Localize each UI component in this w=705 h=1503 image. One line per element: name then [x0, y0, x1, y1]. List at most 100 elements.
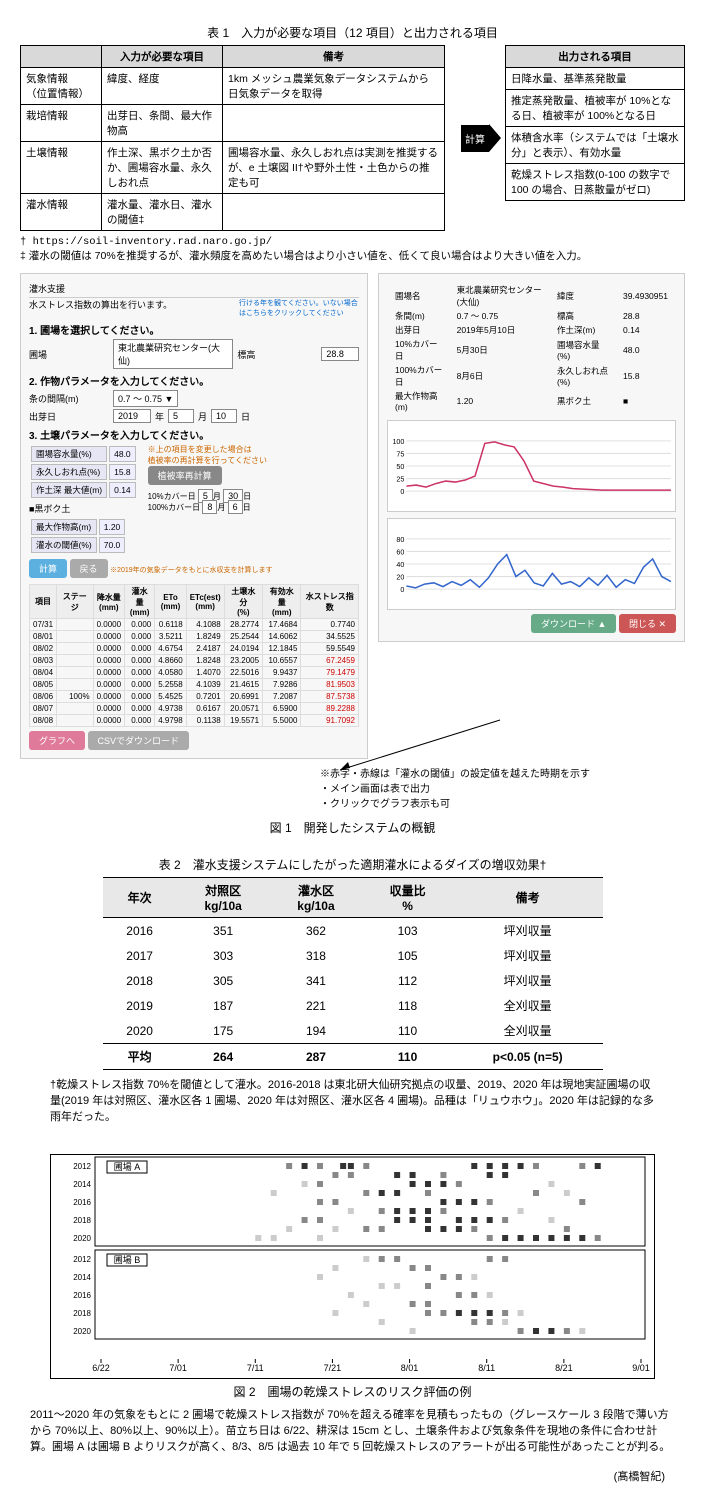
inp-sprout-d[interactable]: 10 — [211, 409, 237, 423]
result-td: 9.9437 — [263, 667, 301, 679]
meta-k: 標高 — [551, 310, 615, 322]
meta-k: 作土深(m) — [551, 324, 615, 336]
table1-left: 入力が必要な項目 備考 気象情報 （位置情報） 緯度、経度 1km メッシュ農業… — [20, 45, 445, 231]
graph-button[interactable]: グラフへ — [29, 731, 85, 750]
inp-fc[interactable]: 48.0 — [109, 446, 136, 462]
svg-text:2014: 2014 — [73, 1180, 91, 1189]
inp-c100m[interactable]: 8 — [202, 500, 217, 514]
inp-field[interactable]: 東北農業研究センター(大仙) — [113, 339, 233, 369]
result-td: 0.000 — [125, 655, 155, 667]
t2-td: 264 — [177, 1044, 270, 1070]
meta-row: 条間(m)0.7 ～ 0.75 標高28.8 — [389, 310, 674, 322]
lbl-wilt: 永久しおれ点(%) — [31, 464, 107, 480]
chk-kuroboku[interactable]: ■黒ボク土 — [29, 502, 138, 515]
result-td: 0.0000 — [93, 679, 124, 691]
result-td: 3.5211 — [155, 631, 186, 643]
svg-text:2012: 2012 — [73, 1162, 91, 1171]
t2-td: 坪刈収量 — [453, 918, 603, 944]
t2-td: 105 — [362, 943, 452, 968]
result-td: 10.6557 — [263, 655, 301, 667]
t2-td: 118 — [362, 993, 452, 1018]
t1-inp: 緯度、経度 — [102, 68, 223, 105]
table-row: 08/040.00000.0004.05801.407022.50169.943… — [30, 667, 359, 679]
intro-text: 水ストレス指数の算出を行います。 — [29, 298, 172, 318]
fig1-left-panel: 灌水支援 水ストレス指数の算出を行います。 行ける年を観てください。いない場合は… — [20, 273, 368, 759]
csv-button[interactable]: CSVでダウンロード — [88, 731, 190, 750]
t2-td: 112 — [362, 968, 452, 993]
t2-td: 全刈収量 — [453, 1018, 603, 1044]
lbl-c10: 10%カバー日 — [148, 492, 196, 501]
meta-row: 圃場名東北農業研究センター(大仙) 緯度39.4930951 — [389, 284, 674, 308]
result-td: 08/07 — [30, 703, 57, 715]
note-link[interactable]: 行ける年を観てください。いない場合はこちらをクリックしてください — [239, 298, 359, 318]
table-row: 07/310.00000.0000.61184.108828.277417.46… — [30, 619, 359, 631]
result-th: 項目 — [30, 585, 57, 619]
close-button[interactable]: 閉じる ✕ — [619, 614, 676, 633]
result-td: 08/02 — [30, 643, 57, 655]
result-td: 7.2087 — [263, 691, 301, 703]
t2-td: 103 — [362, 918, 452, 944]
t1-footnotes: † https://soil-inventory.rad.naro.go.jp/… — [20, 235, 685, 263]
table1-right: 出力される項目 日降水量、基準蒸発散量推定蒸発散量、植被率が 10%となる日、植… — [505, 45, 685, 201]
table1-caption: 表 1 入力が必要な項目（12 項目）と出力される項目 — [20, 24, 685, 41]
footnote-url: † https://soil-inventory.rad.naro.go.jp/ — [20, 236, 272, 248]
table-row: 2018305341112坪刈収量 — [103, 968, 603, 993]
dl-button[interactable]: ダウンロード ▲ — [531, 614, 616, 633]
inp-c100d[interactable]: 6 — [228, 500, 243, 514]
h1: 1. 圃場を選択してください。 — [29, 322, 359, 337]
table2-caption: 表 2 灌水支援システムにしたがった適期灌水によるダイズの増収効果† — [20, 856, 685, 873]
inp-sprout-y[interactable]: 2019 — [113, 409, 151, 423]
inp-depth[interactable]: 0.14 — [109, 482, 136, 498]
result-th: 降水量 (mm) — [93, 585, 124, 619]
meta-v: 5月30日 — [451, 338, 549, 362]
tab-label[interactable]: 灌水支援 — [29, 282, 359, 298]
svg-text:0: 0 — [400, 586, 404, 594]
reset-button[interactable]: 戻る — [70, 559, 108, 578]
t1-inp: 作土深、黒ボク土か否か、圃場容水量、永久しおれ点 — [102, 142, 223, 194]
result-th: 灌水量 (mm) — [125, 585, 155, 619]
result-td — [57, 667, 94, 679]
t2-td: 175 — [177, 1018, 270, 1044]
meta-v: ■ — [617, 390, 674, 412]
meta-v: 28.8 — [617, 310, 674, 322]
inp-sprout-m[interactable]: 5 — [168, 409, 194, 423]
result-td: 79.1479 — [301, 667, 359, 679]
inp-std[interactable]: 28.8 — [321, 347, 359, 361]
t1-h1 — [21, 46, 102, 68]
t2-td: 2016 — [103, 918, 177, 944]
meta-k: 黒ボク土 — [551, 390, 615, 412]
result-td — [57, 679, 94, 691]
meta-v: 東北農業研究センター(大仙) — [451, 284, 549, 308]
result-td: 1.8249 — [186, 631, 224, 643]
inp-wilt[interactable]: 15.8 — [109, 464, 136, 480]
svg-text:圃場 B: 圃場 B — [114, 1254, 141, 1265]
result-td: 14.6062 — [263, 631, 301, 643]
result-th: ETo (mm) — [155, 585, 186, 619]
svg-text:2016: 2016 — [73, 1291, 91, 1300]
result-td: 0.000 — [125, 691, 155, 703]
t2-th: 年次 — [103, 878, 177, 918]
svg-text:2018: 2018 — [73, 1309, 91, 1318]
inp-plow[interactable]: 1.20 — [99, 519, 126, 535]
result-td: 0.1138 — [186, 715, 224, 727]
recalc-button[interactable]: 植被率再計算 — [148, 466, 222, 485]
result-td: 4.8660 — [155, 655, 186, 667]
meta-v: 1.20 — [451, 390, 549, 412]
t2-td: 110 — [362, 1018, 452, 1044]
t1-cat: 土壌情報 — [21, 142, 102, 194]
inp-rowsp[interactable]: 0.7 ～ 0.75 ▼ — [113, 390, 178, 407]
t1-cat: 栽培情報 — [21, 105, 102, 142]
result-th: 水ストレス指数 — [301, 585, 359, 619]
result-td — [57, 703, 94, 715]
result-td — [57, 643, 94, 655]
meta-row: 100%カバー日8月6日 永久しおれ点(%)15.8 — [389, 364, 674, 388]
result-td: 0.000 — [125, 715, 155, 727]
avg-row: 平均264287110p<0.05 (n=5) — [103, 1044, 603, 1070]
inp-thresh[interactable]: 70.0 — [99, 537, 126, 553]
fig2-note: 2011～2020 年の気象をもとに 2 圃場で乾燥ストレス指数が 70%を超え… — [30, 1406, 675, 1454]
svg-text:9/01: 9/01 — [632, 1363, 650, 1373]
svg-text:8/21: 8/21 — [555, 1363, 573, 1373]
calc-button[interactable]: 計算 — [29, 559, 67, 578]
table-row: 08/030.00000.0004.86601.824823.200510.65… — [30, 655, 359, 667]
table2-note: †乾燥ストレス指数 70%を閾値として灌水。2016-2018 は東北研大仙研究… — [50, 1076, 655, 1124]
